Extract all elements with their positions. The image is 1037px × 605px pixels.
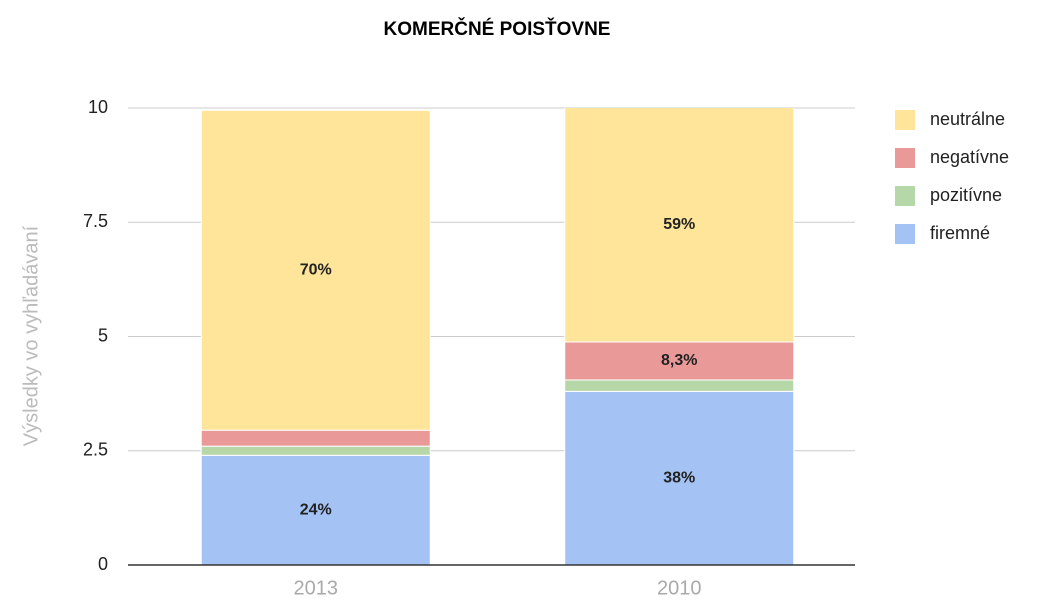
data-label: 59% (663, 216, 695, 233)
y-tick-label: 10 (88, 97, 108, 117)
y-axis-label: Výsledky vo vyhľadávaní (20, 225, 42, 446)
bar-segment (200, 445, 431, 456)
data-label: 8,3% (661, 352, 697, 369)
data-label: 70% (300, 261, 332, 278)
legend-swatch (895, 224, 915, 244)
legend-swatch (895, 110, 915, 130)
x-tick-label: 2013 (294, 577, 339, 599)
legend-label: firemné (930, 223, 990, 243)
data-label: 24% (300, 501, 332, 518)
bar-segment (564, 379, 795, 392)
chart-title: KOMERČNÉ POISŤOVNE (384, 18, 611, 40)
legend-label: negatívne (930, 147, 1009, 167)
legend-swatch (895, 148, 915, 168)
bar-segment (564, 108, 795, 343)
legend-label: pozitívne (930, 185, 1002, 205)
y-tick-label: 0 (98, 554, 108, 574)
bar-segment (200, 429, 431, 447)
bar-segment (564, 390, 795, 565)
x-tick-label: 2010 (657, 577, 702, 599)
legend-swatch (895, 186, 915, 206)
bar-segment (200, 454, 431, 565)
y-tick-label: 5 (98, 325, 108, 345)
y-tick-label: 7.5 (83, 211, 108, 231)
y-tick-label: 2.5 (83, 440, 108, 460)
legend-label: neutrálne (930, 109, 1005, 129)
bar-segment (200, 109, 431, 431)
data-label: 38% (663, 469, 695, 486)
